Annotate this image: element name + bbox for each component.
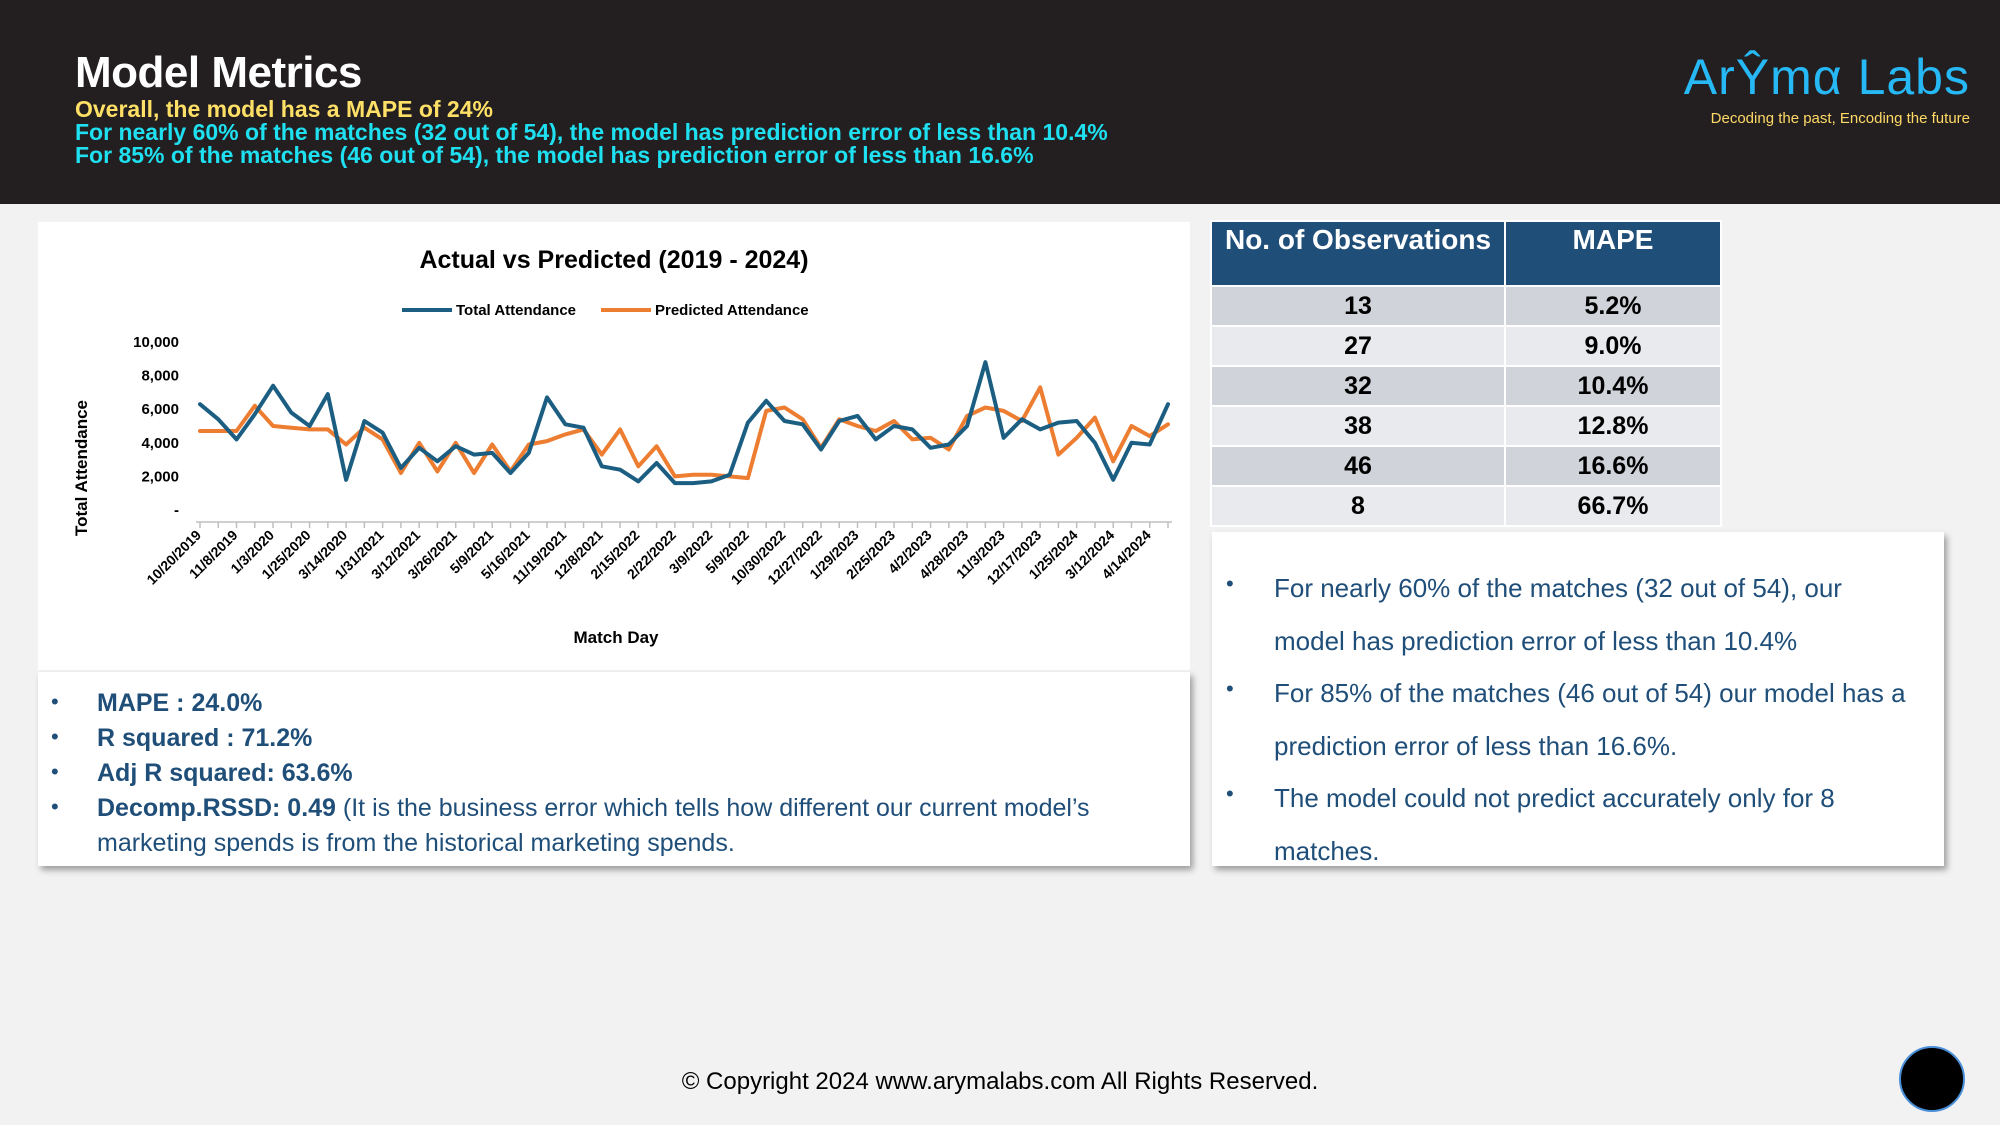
- logo-tagline: Decoding the past, Encoding the future: [1710, 110, 1970, 127]
- table-row: 32 10.4%: [1210, 365, 1722, 407]
- page-title: Model Metrics: [75, 48, 362, 97]
- table-cell-observations: 27: [1210, 325, 1506, 367]
- bullet-mape-text: MAPE : 24.0%: [97, 689, 263, 717]
- logo-name: ArŶmα Labs: [1683, 49, 1970, 105]
- bullet-decomp-rssd-label: Decomp.RSSD: 0.49: [97, 794, 336, 822]
- summary-line-85pct: For 85% of the matches (46 out of 54), t…: [75, 142, 1034, 168]
- col-header-mape: MAPE: [1504, 220, 1722, 287]
- y-tick-label: 4,000: [141, 435, 179, 452]
- bullet-r-squared: R squared : 71.2%: [38, 719, 1190, 756]
- col-header-observations: No. of Observations: [1210, 220, 1506, 287]
- table-row: 13 5.2%: [1210, 285, 1722, 327]
- table-cell-mape: 66.7%: [1504, 485, 1722, 527]
- table-cell-mape: 16.6%: [1504, 445, 1722, 487]
- insight-bullet: For 85% of the matches (46 out of 54) ou…: [1212, 663, 1944, 772]
- table-row: 8 66.7%: [1210, 485, 1722, 527]
- metrics-bullets-panel: MAPE : 24.0% R squared : 71.2% Adj R squ…: [38, 672, 1190, 866]
- chart-panel: Actual vs Predicted (2019 - 2024) Total …: [38, 222, 1190, 670]
- table-row: 38 12.8%: [1210, 405, 1722, 447]
- chart-series: [198, 360, 1170, 486]
- x-axis: [196, 521, 1172, 528]
- copyright-footer: © Copyright 2024 www.arymalabs.com All R…: [681, 1068, 1319, 1095]
- y-axis-ticks: - 2,000 4,000 6,000 8,000 10,000: [133, 334, 179, 519]
- series-line-predicted-attendance: [198, 385, 1170, 481]
- chart-title: Actual vs Predicted (2019 - 2024): [419, 246, 808, 274]
- table-cell-mape: 12.8%: [1504, 405, 1722, 447]
- table-cell-mape: 5.2%: [1504, 285, 1722, 327]
- insights-bullet-list: For nearly 60% of the matches (32 out of…: [1212, 558, 1944, 877]
- summary-line-60pct: For nearly 60% of the matches (32 out of…: [75, 119, 1108, 145]
- y-tick-label: -: [174, 502, 179, 519]
- legend-label-predicted: Predicted Attendance: [655, 302, 809, 319]
- y-tick-label: 8,000: [141, 368, 179, 385]
- bullet-adj-r-squared-text: Adj R squared: 63.6%: [97, 759, 353, 787]
- bullet-mape: MAPE : 24.0%: [38, 684, 1190, 721]
- table-cell-observations: 38: [1210, 405, 1506, 447]
- table-cell-mape: 9.0%: [1504, 325, 1722, 367]
- table-cell-observations: 8: [1210, 485, 1506, 527]
- bullet-decomp-rssd-desc: (It is the business error which tells ho…: [97, 794, 1090, 857]
- chart-legend: Total Attendance Predicted Attendance: [402, 302, 809, 319]
- bullet-r-squared-text: R squared : 71.2%: [97, 724, 313, 752]
- table-row: 27 9.0%: [1210, 325, 1722, 367]
- y-axis-title: Total Attendance: [72, 400, 91, 536]
- y-tick-label: 6,000: [141, 401, 179, 418]
- table-cell-observations: 32: [1210, 365, 1506, 407]
- y-tick-label: 10,000: [133, 334, 179, 351]
- insight-bullet: The model could not predict accurately o…: [1212, 768, 1944, 877]
- metrics-bullet-list: MAPE : 24.0% R squared : 71.2% Adj R squ…: [38, 684, 1190, 861]
- x-axis-tick-labels: 10/20/201911/8/20191/3/20201/25/20203/14…: [143, 527, 1154, 588]
- header-banner: Model Metrics Overall, the model has a M…: [0, 0, 2000, 204]
- mape-table-panel: No. of Observations MAPE 13 5.2% 27 9.0% 3…: [1210, 220, 1722, 527]
- insights-bullets-panel: For nearly 60% of the matches (32 out of…: [1212, 532, 1944, 866]
- y-tick-label: 2,000: [141, 468, 179, 485]
- nav-circle-button[interactable]: [1899, 1046, 1965, 1112]
- company-logo: ArŶmα Labs Decoding the past, Encoding t…: [1684, 48, 1970, 127]
- x-axis-title: Match Day: [573, 628, 659, 647]
- bullet-adj-r-squared: Adj R squared: 63.6%: [38, 754, 1190, 791]
- table-cell-observations: 13: [1210, 285, 1506, 327]
- series-line-total-attendance: [198, 360, 1170, 486]
- legend-label-actual: Total Attendance: [456, 302, 576, 319]
- table-cell-observations: 46: [1210, 445, 1506, 487]
- table-row: 46 16.6%: [1210, 445, 1722, 487]
- table-cell-mape: 10.4%: [1504, 365, 1722, 407]
- mape-table: No. of Observations MAPE 13 5.2% 27 9.0% 3…: [1210, 220, 1722, 527]
- insight-bullet: For nearly 60% of the matches (32 out of…: [1212, 558, 1944, 667]
- bullet-decomp-rssd: Decomp.RSSD: 0.49 (It is the business er…: [38, 789, 1190, 861]
- summary-line-mape: Overall, the model has a MAPE of 24%: [75, 96, 493, 122]
- attendance-line-chart: Actual vs Predicted (2019 - 2024) Total …: [72, 246, 1172, 647]
